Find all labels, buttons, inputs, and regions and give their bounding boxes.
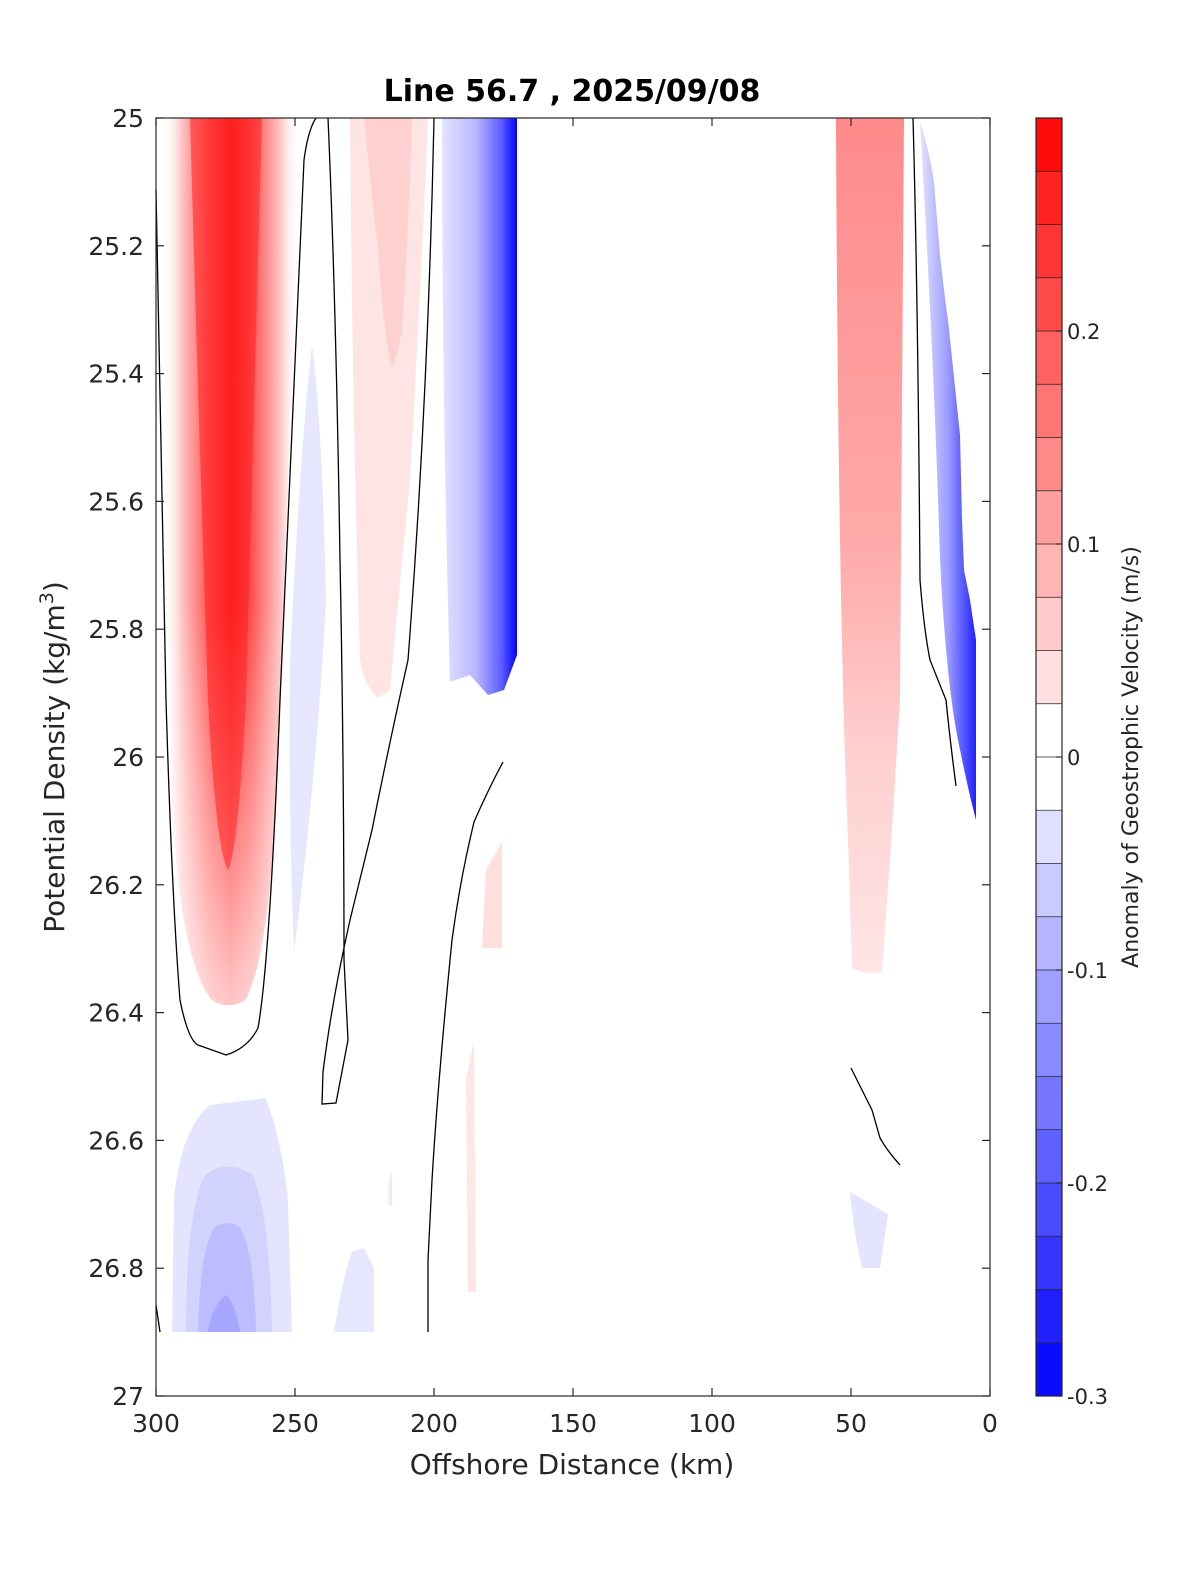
positive-core-jet-inner xyxy=(190,118,262,870)
x-tick-label: 250 xyxy=(271,1409,319,1438)
zero-contour-mid xyxy=(321,117,435,1105)
colorbar-tick-label: -0.2 xyxy=(1067,1172,1108,1196)
colorbar-level xyxy=(1036,1342,1062,1397)
y-axis-label: Potential Density (kg/m3) xyxy=(36,581,71,933)
y-tick-label: 25.8 xyxy=(88,615,144,644)
negative-band xyxy=(442,118,517,695)
zero-contour-nearshore-deep xyxy=(850,1067,901,1166)
x-tick-labels: 300 250 200 150 100 50 0 xyxy=(132,1409,998,1438)
x-tick-label: 0 xyxy=(982,1409,998,1438)
y-tick-label: 27 xyxy=(112,1382,144,1411)
y-tick-label: 26.6 xyxy=(88,1126,144,1155)
x-tick-label: 100 xyxy=(688,1409,736,1438)
colorbar-tick-label: -0.1 xyxy=(1067,959,1108,983)
y-tick-label: 25.4 xyxy=(88,360,144,389)
colorbar-level xyxy=(1036,1236,1062,1290)
colorbar-level xyxy=(1036,863,1062,918)
colorbar-level xyxy=(1036,171,1062,225)
y-axis-label-main: Potential Density (kg/m xyxy=(38,604,71,933)
y-tick-label: 25 xyxy=(112,104,144,133)
y-axis-label-suffix: ) xyxy=(38,581,71,592)
colorbar-level xyxy=(1036,597,1062,651)
chart-title: Line 56.7 , 2025/09/08 xyxy=(384,74,761,109)
x-tick-label: 50 xyxy=(835,1409,867,1438)
y-axis-label-superscript: 3 xyxy=(36,592,58,604)
colorbar-tick-label: 0 xyxy=(1067,746,1080,770)
colorbar-level xyxy=(1036,757,1062,811)
colorbar-level xyxy=(1036,703,1062,758)
colorbar-level xyxy=(1036,1183,1062,1237)
weak-negative-band xyxy=(289,345,326,952)
colorbar-level xyxy=(1036,490,1062,545)
positive-filament-lower xyxy=(466,1040,476,1292)
colorbar-level xyxy=(1036,118,1062,172)
colorbar-level xyxy=(1036,437,1062,492)
nearshore-positive-band xyxy=(836,118,904,974)
colorbar-level xyxy=(1036,916,1062,971)
colorbar-label: Anomaly of Geostrophic Velocity (m/s) xyxy=(1119,546,1144,968)
colorbar-level xyxy=(1036,1023,1062,1077)
positive-band xyxy=(350,118,428,698)
y-tick-label: 26.2 xyxy=(88,871,144,900)
colorbar-level xyxy=(1036,1289,1062,1344)
colorbar-tick-label: -0.3 xyxy=(1067,1385,1108,1409)
y-tick-label: 26.4 xyxy=(88,999,144,1028)
colorbar-level xyxy=(1036,544,1062,598)
zero-contour-offshore-deep xyxy=(427,761,504,1332)
x-tick-label: 300 xyxy=(132,1409,180,1438)
colorbar-level xyxy=(1036,650,1062,705)
zero-contour-core xyxy=(155,117,317,1056)
x-tick-label: 200 xyxy=(410,1409,458,1438)
deep-negative-lobe-core xyxy=(208,1295,240,1332)
colorbar-level xyxy=(1036,384,1062,438)
y-tick-label: 26.8 xyxy=(88,1254,144,1283)
positive-filament-dot xyxy=(389,1172,392,1205)
colorbar-level xyxy=(1036,1129,1062,1184)
colorbar: -0.3 -0.2 -0.1 0 0.1 0.2 xyxy=(1035,117,1108,1409)
plot-area xyxy=(155,117,991,1397)
colorbar-level xyxy=(1036,1076,1062,1131)
colorbar-level xyxy=(1036,810,1062,864)
positive-filament-upper xyxy=(482,842,502,948)
zero-contour-nearshore xyxy=(912,117,957,787)
nearshore-negative-band xyxy=(920,122,976,820)
zero-contour-left-edge xyxy=(155,1304,161,1333)
colorbar-tick-label: 0.2 xyxy=(1067,320,1100,344)
deep-negative-lobe-inner xyxy=(198,1223,256,1332)
deep-negative-blob xyxy=(334,1248,374,1332)
y-tick-label: 26 xyxy=(112,743,144,772)
colorbar-level xyxy=(1036,331,1062,385)
zero-contours xyxy=(155,117,957,1333)
y-tick-labels: 25 25.2 25.4 25.6 25.8 26 26.2 26.4 26.6 26.8 27 xyxy=(88,104,144,1411)
tick-marks xyxy=(155,117,991,1397)
colorbar-level xyxy=(1036,970,1062,1024)
x-tick-label: 150 xyxy=(549,1409,597,1438)
nearshore-negative-patch xyxy=(850,1192,888,1268)
colorbar-tick-label: 0.1 xyxy=(1067,533,1100,557)
positive-band-inner xyxy=(364,118,412,368)
y-tick-label: 25.6 xyxy=(88,487,144,516)
x-axis-label: Offshore Distance (km) xyxy=(410,1448,735,1481)
colorbar-level xyxy=(1036,277,1062,332)
colorbar-level xyxy=(1036,224,1062,279)
y-tick-label: 25.2 xyxy=(88,232,144,261)
